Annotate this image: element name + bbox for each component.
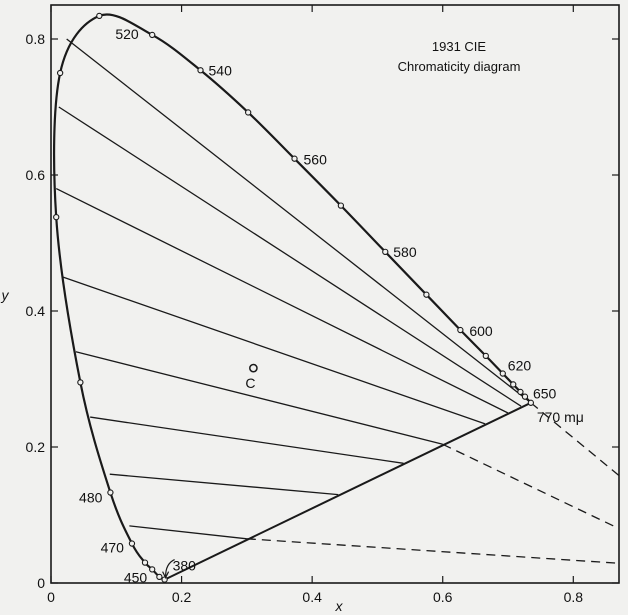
chart-title: 1931 CIE	[432, 39, 487, 54]
locus-point-marker	[149, 566, 156, 573]
wavelength-label: 560	[304, 152, 328, 168]
dashed-extension	[442, 443, 620, 530]
wavelength-label: 380	[173, 558, 197, 574]
constant-line	[55, 188, 509, 414]
locus-point-marker	[128, 540, 136, 547]
dashed-extension	[530, 402, 620, 477]
locus-point-marker	[149, 31, 156, 39]
locus-point-marker	[521, 393, 529, 400]
plot-frame	[50, 4, 620, 584]
ticks-layer: 0 0.2 0.4 0.6 0.8 0 0.2 0.4 0.6 0.8	[26, 5, 619, 605]
x-tick-label: 0	[47, 589, 55, 605]
y-tick-label: 0.2	[26, 439, 46, 455]
locus-point-marker	[499, 370, 506, 377]
wavelength-label: 480	[79, 490, 103, 506]
dashed-extension	[246, 538, 620, 564]
wavelength-label: 540	[209, 62, 233, 78]
constant-line	[66, 38, 532, 404]
locus-point-marker	[77, 379, 84, 386]
dashed-extensions	[246, 402, 620, 564]
wavelength-label: 450	[124, 569, 148, 585]
locus-point-marker	[527, 399, 535, 406]
constant-lines	[55, 38, 532, 540]
x-tick-label: 0.2	[172, 589, 192, 605]
chart-subtitle: Chromaticity diagram	[398, 59, 521, 74]
label-arrow	[165, 559, 175, 577]
locus-point-marker	[382, 248, 389, 255]
locus-point-marker	[161, 576, 168, 583]
locus-point-marker	[423, 291, 430, 298]
y-tick-label: 0	[37, 575, 45, 591]
y-tick-label: 0.4	[26, 303, 46, 319]
locus-point-marker	[141, 559, 149, 566]
x-tick-label: 0.4	[302, 589, 322, 605]
wavelength-label: 580	[393, 244, 417, 260]
constant-line	[62, 276, 486, 425]
locus-point-marker	[245, 109, 252, 116]
y-tick-label: 0.8	[26, 31, 46, 47]
constant-line	[58, 106, 522, 407]
locus-point-marker	[56, 69, 64, 77]
locus-point-marker	[337, 202, 345, 209]
constant-line	[75, 351, 443, 445]
label-arrow-head	[162, 571, 170, 579]
x-axis-title: x	[335, 598, 344, 614]
wavelength-label: 770 mμ	[537, 409, 584, 425]
purple-line	[164, 401, 532, 581]
locus-point-marker	[156, 573, 163, 581]
wavelength-label: 620	[508, 358, 532, 374]
wavelength-label: 600	[469, 323, 493, 339]
locus-point-marker	[96, 12, 103, 20]
y-tick-label: 0.6	[26, 167, 46, 183]
illuminant-c-marker	[249, 363, 258, 373]
locus-point-marker	[517, 388, 524, 396]
constant-line	[129, 525, 247, 540]
constant-line	[90, 416, 404, 464]
locus-markers	[53, 12, 535, 583]
wavelength-label: 520	[115, 26, 139, 42]
locus-point-marker	[510, 381, 517, 388]
wavelength-label: 650	[533, 386, 557, 402]
wavelength-label: 470	[101, 540, 125, 556]
locus-point-marker	[482, 352, 489, 360]
locus-point-marker	[457, 326, 464, 334]
illuminant-c-label: C	[245, 375, 255, 391]
locus-point-marker	[53, 214, 60, 221]
x-tick-label: 0.6	[433, 589, 453, 605]
spectrum-locus	[52, 13, 532, 581]
locus-point-marker	[197, 67, 204, 74]
locus-point-marker	[107, 489, 114, 496]
locus-point-marker	[291, 155, 298, 162]
x-tick-label: 0.8	[564, 589, 584, 605]
constant-line	[109, 473, 339, 496]
y-axis-title: y	[1, 287, 10, 303]
